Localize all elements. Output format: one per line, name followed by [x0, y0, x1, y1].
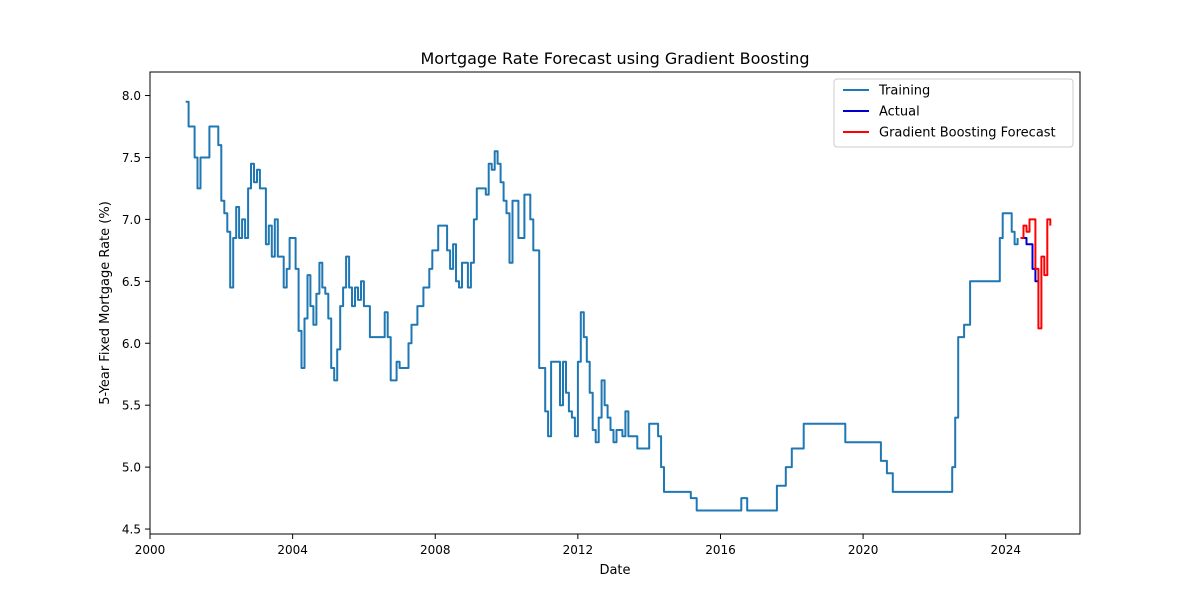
- x-tick-label: 2024: [990, 543, 1021, 557]
- y-tick-label: 7.5: [122, 151, 141, 165]
- x-tick-label: 2000: [135, 543, 166, 557]
- x-tick-label: 2008: [420, 543, 451, 557]
- y-tick-label: 5.5: [122, 399, 141, 413]
- y-tick-label: 8.0: [122, 89, 141, 103]
- y-tick-label: 4.5: [122, 523, 141, 537]
- x-tick-label: 2004: [277, 543, 308, 557]
- y-tick-label: 6.0: [122, 337, 141, 351]
- series-line-training: [185, 100, 1019, 512]
- legend-label: Training: [878, 84, 930, 99]
- x-tick-label: 2016: [705, 543, 736, 557]
- y-axis-label: 5-Year Fixed Mortgage Rate (%): [98, 201, 113, 405]
- chart-title: Mortgage Rate Forecast using Gradient Bo…: [421, 49, 810, 68]
- series-line-gradient-boosting-forecast: [1020, 218, 1052, 330]
- y-tick-label: 6.5: [122, 275, 141, 289]
- series-line-actual: [1020, 237, 1039, 283]
- y-axis: 4.5 5.0 5.5 6.0 6.5 7.0 7.5 8.0: [122, 89, 150, 537]
- legend: Training Actual Gradient Boosting Forecast: [833, 78, 1074, 148]
- y-tick-label: 5.0: [122, 461, 141, 475]
- x-tick-label: 2012: [563, 543, 594, 557]
- plot-lines: [185, 100, 1052, 512]
- y-tick-label: 7.0: [122, 213, 141, 227]
- plot-area-frame: [149, 71, 1081, 535]
- x-tick-label: 2020: [848, 543, 879, 557]
- x-axis-label: Date: [599, 563, 630, 578]
- legend-label: Gradient Boosting Forecast: [879, 126, 1056, 141]
- legend-label: Actual: [879, 105, 920, 120]
- x-axis: 2000 2004 2008 2012 2016 2020 2024: [135, 534, 1021, 557]
- legend-box: [833, 78, 1074, 148]
